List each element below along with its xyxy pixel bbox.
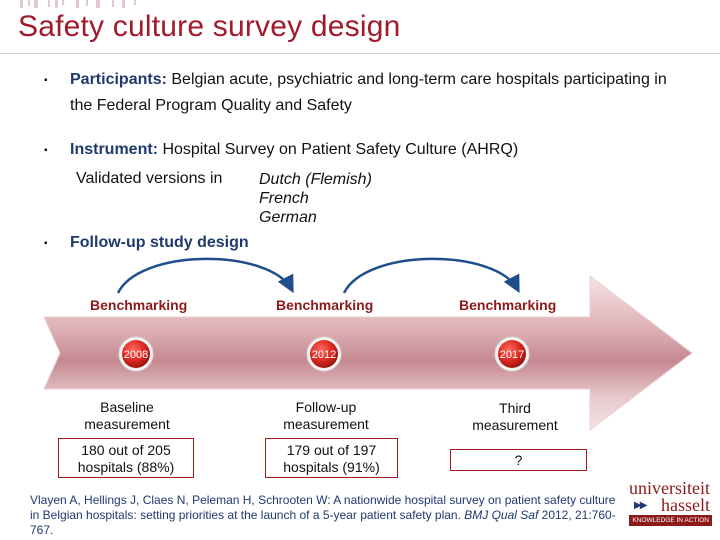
bullet-marker: ▪ xyxy=(44,75,48,86)
benchmarking-label: Benchmarking xyxy=(459,297,557,313)
validated-languages: Dutch (Flemish) French German xyxy=(259,170,372,227)
result-box-2008: 180 out of 205 hospitals (88%) xyxy=(58,438,194,478)
result-box-2017: ? xyxy=(450,449,587,471)
bullet-marker: ▪ xyxy=(44,145,48,156)
year-marker-2008 xyxy=(118,336,154,372)
measurement-line: Follow-up xyxy=(295,399,357,415)
validated-label: Validated versions in xyxy=(76,170,223,187)
participants-label: Participants: xyxy=(70,71,167,88)
logo-line1: universiteit xyxy=(629,478,710,498)
result-line: ? xyxy=(514,452,523,468)
slide-title: Safety culture survey design xyxy=(18,10,401,43)
followup-label: Follow-up study design xyxy=(70,234,249,251)
citation: Vlayen A, Hellings J, Claes N, Peleman H… xyxy=(30,493,620,538)
citation-text: Vlayen A, Hellings J, Claes N, Peleman H… xyxy=(30,493,616,522)
measurement-label: Baseline measurement xyxy=(67,399,187,433)
title-divider xyxy=(0,53,720,54)
timeline-arrow xyxy=(43,274,693,432)
measurement-line: measurement xyxy=(84,416,170,432)
language-item: German xyxy=(259,209,317,226)
logo-arrows-icon: ▶▶ xyxy=(634,500,647,511)
result-line: hospitals (88%) xyxy=(77,459,175,475)
bullet-participants: Participants: Belgian acute, psychiatric… xyxy=(70,67,670,119)
year-label: 2017 xyxy=(500,349,524,361)
measurement-label: Follow-up measurement xyxy=(266,399,386,433)
logo-line2: hasselt xyxy=(661,495,710,515)
language-item: Dutch (Flemish) xyxy=(259,171,372,188)
university-logo: universiteit ▶▶ hasselt KNOWLEDGE IN ACT… xyxy=(622,478,712,530)
measurement-line: measurement xyxy=(472,417,558,433)
citation-details: 2012, 21:760-767. xyxy=(30,508,616,537)
instrument-text: Hospital Survey on Patient Safety Cultur… xyxy=(162,141,519,158)
instrument-label: Instrument: xyxy=(70,141,158,158)
year-marker-2012 xyxy=(306,336,342,372)
logo-tagline: KNOWLEDGE IN ACTION xyxy=(629,515,712,526)
benchmarking-label: Benchmarking xyxy=(276,297,374,313)
timeline-graphic: 2008 2012 2017 xyxy=(43,257,693,432)
bullet-followup: Follow-up study design xyxy=(70,230,670,256)
benchmarking-label: Benchmarking xyxy=(90,297,188,313)
year-label: 2012 xyxy=(312,349,336,361)
result-line: 180 out of 205 xyxy=(81,442,171,458)
bullet-marker: ▪ xyxy=(44,238,48,249)
citation-journal: BMJ Qual Saf xyxy=(464,508,539,522)
result-box-2012: 179 out of 197 hospitals (91%) xyxy=(265,438,398,478)
measurement-line: Baseline xyxy=(100,399,154,415)
measurement-label: Third measurement xyxy=(455,400,575,434)
result-line: hospitals (91%) xyxy=(283,459,380,475)
result-line: 179 out of 197 xyxy=(286,442,377,458)
curved-arrow-1 xyxy=(116,257,294,294)
language-item: French xyxy=(259,190,309,207)
header-decoration xyxy=(20,0,136,8)
bullet-instrument: Instrument: Hospital Survey on Patient S… xyxy=(70,137,670,163)
measurement-line: measurement xyxy=(283,416,369,432)
measurement-line: Third xyxy=(499,400,531,416)
curved-arrow-2 xyxy=(342,257,520,294)
year-marker-2017 xyxy=(494,336,530,372)
year-label: 2008 xyxy=(124,349,148,361)
participants-text: Belgian acute, psychiatric and long-term… xyxy=(70,71,667,114)
